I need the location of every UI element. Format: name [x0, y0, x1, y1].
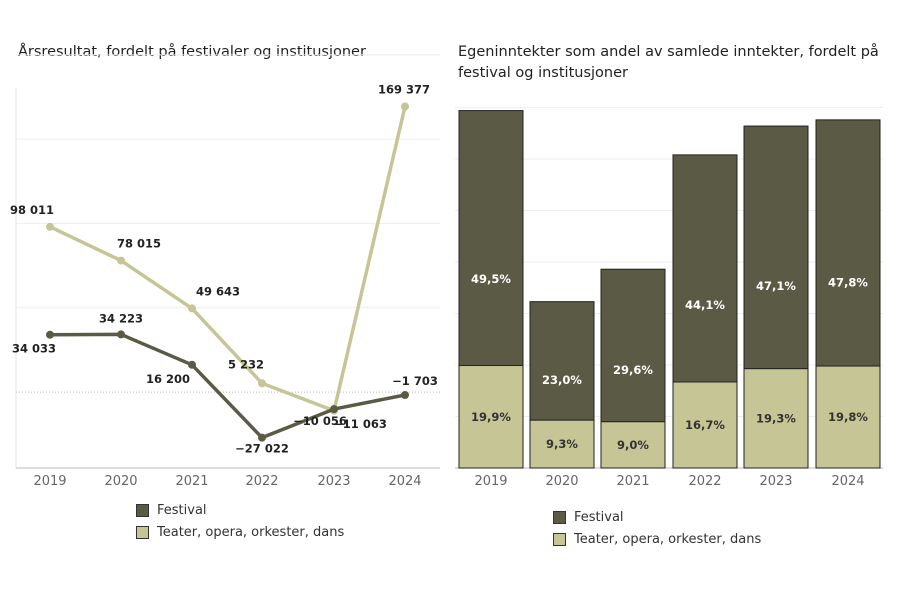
- series-line-teater: [49, 106, 407, 413]
- data-label: 16 200: [146, 372, 190, 386]
- bar-label-teater: 16,7%: [685, 418, 725, 432]
- data-label: 5 232: [228, 357, 264, 371]
- data-point: [188, 360, 196, 369]
- bar-segment-teater: [458, 365, 524, 469]
- bar-chart-legend: Festival Teater, opera, orkester, dans: [553, 506, 761, 550]
- legend-label-festival: Festival: [157, 502, 207, 518]
- bar-label-teater: 19,9%: [471, 410, 511, 424]
- x-tick-label: 2019: [33, 474, 66, 489]
- bar-label-festival: 47,8%: [828, 275, 868, 289]
- bar-segment-festival: [458, 110, 524, 367]
- data-label: −1 703: [392, 374, 438, 388]
- bar-segment-teater: [529, 419, 595, 469]
- line-chart-title: Årsresultat, fordelt på festivaler og in…: [18, 44, 366, 60]
- x-tick-label: 2021: [175, 474, 208, 489]
- x-tick-label: 2024: [831, 474, 864, 489]
- legend-swatch-festival: [553, 510, 566, 524]
- bar-label-festival: 44,1%: [685, 298, 725, 312]
- x-tick-label: 2022: [688, 474, 721, 489]
- x-tick-label: 2021: [616, 474, 649, 489]
- data-label: 169 377: [378, 83, 430, 97]
- bar-label-festival: 29,6%: [613, 363, 653, 377]
- bar-segment-festival: [815, 119, 881, 367]
- legend-label-festival: Festival: [574, 509, 624, 525]
- bar-label-teater: 19,8%: [828, 410, 868, 424]
- series-line-festival: [49, 332, 406, 440]
- data-point: [117, 330, 125, 339]
- legend-label-teater: Teater, opera, orkester, dans: [157, 524, 345, 540]
- data-point: [330, 405, 338, 414]
- bar-segment-festival: [600, 268, 666, 423]
- bar-label-festival: 23,0%: [542, 373, 582, 387]
- data-label: 49 643: [196, 284, 240, 298]
- bar-segment-festival: [529, 301, 595, 421]
- x-tick-label: 2024: [388, 474, 421, 489]
- data-label: 34 223: [99, 311, 143, 325]
- data-point: [117, 256, 125, 265]
- data-label: −11 063: [333, 417, 387, 431]
- data-label: 98 011: [10, 203, 54, 217]
- bar-segment-festival: [672, 154, 738, 383]
- legend-swatch-teater: [553, 532, 566, 546]
- legend-item-teater: Teater, opera, orkester, dans: [553, 528, 761, 550]
- data-point: [258, 379, 266, 388]
- data-point: [46, 330, 54, 339]
- x-tick-label: 2023: [759, 474, 792, 489]
- x-tick-label: 2022: [245, 474, 278, 489]
- bar-chart-title: Egeninntekter som andel av samlede innte…: [458, 44, 879, 81]
- legend-label-teater: Teater, opera, orkester, dans: [574, 531, 762, 547]
- data-point: [401, 390, 409, 399]
- bar-label-teater: 9,3%: [546, 437, 578, 451]
- legend-item-festival: Festival: [136, 499, 344, 521]
- bar-label-festival: 49,5%: [471, 272, 511, 286]
- legend-item-festival: Festival: [553, 506, 761, 528]
- x-tick-label: 2019: [474, 474, 507, 489]
- data-point: [46, 222, 54, 231]
- x-tick-label: 2020: [104, 474, 137, 489]
- bar-label-festival: 47,1%: [756, 279, 796, 293]
- legend-swatch-teater: [136, 525, 149, 539]
- legend-swatch-festival: [136, 503, 149, 517]
- bar-segment-festival: [743, 125, 809, 370]
- data-label: −10 056: [293, 414, 347, 428]
- data-point: [258, 433, 266, 442]
- data-point: [401, 102, 409, 111]
- data-label: 78 015: [117, 237, 161, 251]
- line-chart-legend: Festival Teater, opera, orkester, dans: [136, 499, 344, 543]
- x-tick-label: 2023: [317, 474, 350, 489]
- bar-label-teater: 9,0%: [617, 438, 649, 452]
- bar-label-teater: 19,3%: [756, 411, 796, 425]
- bar-segment-teater: [672, 381, 738, 469]
- data-label: −27 022: [235, 442, 289, 456]
- bar-segment-teater: [815, 365, 881, 469]
- bar-segment-teater: [743, 368, 809, 469]
- legend-item-teater: Teater, opera, orkester, dans: [136, 521, 344, 543]
- x-tick-label: 2020: [545, 474, 578, 489]
- data-point: [188, 304, 196, 313]
- line-chart: 2019 2020 2021 2022 2023 2024 34 033 34 223 16 2…: [10, 54, 440, 489]
- data-label: 34 033: [12, 342, 56, 356]
